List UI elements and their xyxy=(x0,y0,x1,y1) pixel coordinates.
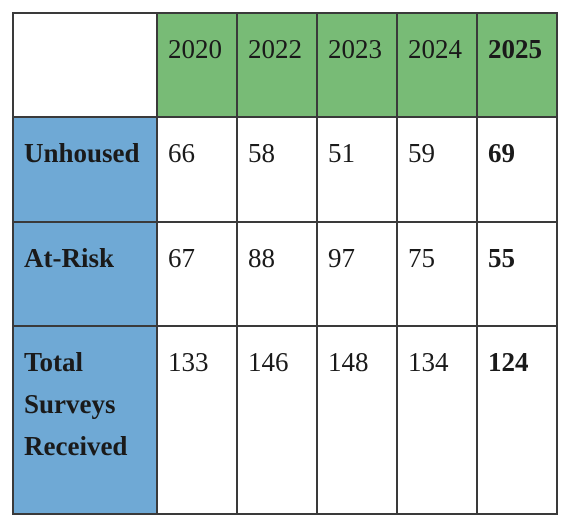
table-header-row: 2020 2022 2023 2024 2025 xyxy=(12,12,558,118)
year-header-2023: 2023 xyxy=(316,12,398,118)
table-row-total-surveys: Total Surveys Received 133 146 148 134 1… xyxy=(12,325,558,515)
row-label-at-risk: At-Risk xyxy=(12,221,158,327)
year-header-2022: 2022 xyxy=(236,12,318,118)
corner-cell xyxy=(12,12,158,118)
table-row-at-risk: At-Risk 67 88 97 75 55 xyxy=(12,221,558,327)
cell-unhoused-2024: 59 xyxy=(396,116,478,223)
year-header-2020: 2020 xyxy=(156,12,238,118)
cell-total-2023: 148 xyxy=(316,325,398,515)
cell-total-2022: 146 xyxy=(236,325,318,515)
year-header-2024: 2024 xyxy=(396,12,478,118)
cell-at-risk-2025: 55 xyxy=(476,221,558,327)
cell-unhoused-2025: 69 xyxy=(476,116,558,223)
cell-at-risk-2024: 75 xyxy=(396,221,478,327)
survey-table: 2020 2022 2023 2024 2025 Unhoused 66 58 … xyxy=(12,12,558,515)
row-label-total-surveys: Total Surveys Received xyxy=(12,325,158,515)
cell-unhoused-2020: 66 xyxy=(156,116,238,223)
cell-total-2025: 124 xyxy=(476,325,558,515)
cell-at-risk-2020: 67 xyxy=(156,221,238,327)
cell-at-risk-2023: 97 xyxy=(316,221,398,327)
cell-total-2020: 133 xyxy=(156,325,238,515)
year-header-2025: 2025 xyxy=(476,12,558,118)
row-label-unhoused: Unhoused xyxy=(12,116,158,223)
survey-table-container: 2020 2022 2023 2024 2025 Unhoused 66 58 … xyxy=(12,12,558,515)
cell-unhoused-2023: 51 xyxy=(316,116,398,223)
cell-total-2024: 134 xyxy=(396,325,478,515)
table-row-unhoused: Unhoused 66 58 51 59 69 xyxy=(12,116,558,223)
cell-at-risk-2022: 88 xyxy=(236,221,318,327)
cell-unhoused-2022: 58 xyxy=(236,116,318,223)
